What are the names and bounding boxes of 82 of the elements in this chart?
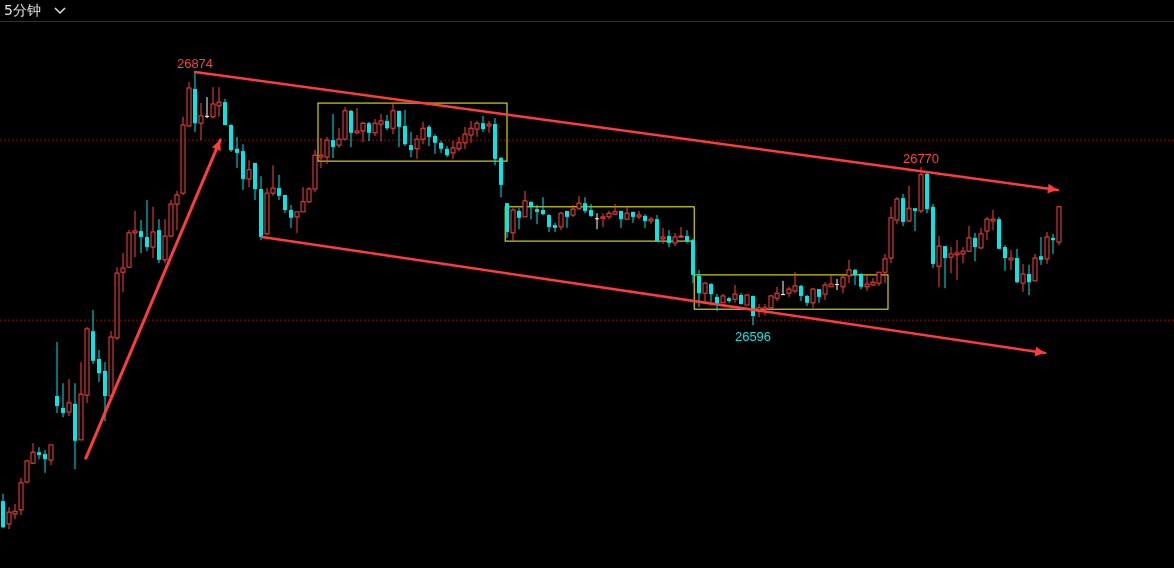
- candlestick: [648, 216, 654, 225]
- candlestick: [781, 280, 785, 296]
- candlestick: [853, 268, 857, 286]
- candlestick: [66, 378, 72, 417]
- candlestick: [43, 449, 47, 474]
- candlestick: [589, 203, 593, 218]
- candlestick: [655, 214, 659, 243]
- candlestick: [427, 124, 431, 147]
- candlestick: [583, 196, 587, 214]
- candlestick: [145, 199, 149, 252]
- candlestick: [936, 235, 942, 288]
- candlestick: [619, 210, 623, 229]
- candlestick: [943, 245, 947, 289]
- annotation: 26596: [734, 329, 772, 345]
- candlestick: [349, 109, 353, 148]
- candlestick: [553, 222, 557, 233]
- candlestick: [529, 201, 533, 220]
- candlestick: [541, 196, 545, 216]
- candlestick: [205, 96, 209, 119]
- candlestick: [522, 190, 528, 218]
- candlestick: [667, 229, 671, 248]
- candlestick: [840, 274, 846, 294]
- candlestick: [732, 284, 738, 304]
- candlestick: [1027, 264, 1031, 296]
- candlestick: [445, 145, 449, 158]
- candlestick: [697, 269, 701, 308]
- candlestick: [1020, 263, 1026, 293]
- annotation: 26770: [902, 151, 940, 167]
- candlestick: [97, 349, 101, 383]
- candlestick: [846, 259, 852, 284]
- candlestick: [1044, 231, 1050, 265]
- candlestick: [624, 206, 630, 221]
- candlestick: [486, 120, 492, 134]
- candlestick: [409, 131, 413, 158]
- candlestick: [37, 446, 41, 460]
- candlestick: [1003, 244, 1007, 272]
- candlestick: [1008, 249, 1014, 271]
- candlestick: [906, 185, 912, 223]
- candlestick: [55, 341, 59, 414]
- candlestick: [709, 282, 713, 303]
- candlestick: [535, 204, 539, 225]
- candlestick: [565, 210, 569, 229]
- candlestick: [810, 287, 816, 309]
- candlestick: [390, 101, 396, 135]
- candlestick: [510, 207, 516, 242]
- candlestick: [235, 136, 239, 169]
- candlestick: [978, 227, 984, 250]
- chart-title: 5分钟: [4, 2, 41, 18]
- candlestick: [636, 210, 642, 220]
- candlestick: [1039, 236, 1043, 266]
- candlestick: [973, 232, 977, 262]
- candlestick: [727, 296, 731, 304]
- candlestick: [660, 227, 666, 245]
- candlestick: [685, 229, 689, 244]
- candlestick: [403, 109, 407, 147]
- candlestick: [631, 211, 635, 224]
- candlestick: [198, 102, 204, 141]
- candlestick: [48, 444, 54, 466]
- candlestick: [367, 121, 371, 142]
- candlestick: [277, 174, 281, 201]
- candlestick: [139, 219, 143, 254]
- candlestick: [439, 140, 443, 154]
- candlestick: [61, 382, 65, 418]
- candlestick: [702, 281, 708, 303]
- annotation: 26874: [176, 56, 214, 71]
- candlestick: [517, 207, 521, 230]
- candlestick: [150, 206, 156, 259]
- candlestick: [595, 212, 599, 230]
- candlestick: [223, 98, 227, 126]
- candlestick: [481, 115, 485, 133]
- candlestick: [331, 113, 335, 159]
- candlestick: [246, 159, 252, 188]
- candlestick: [901, 193, 905, 227]
- candlestick: [433, 133, 437, 155]
- candlestick: [913, 207, 917, 232]
- candlestick: [558, 211, 564, 231]
- candlestick: [397, 110, 401, 148]
- candlestick: [289, 204, 293, 229]
- candlestick: [643, 213, 647, 229]
- candlestick: [1032, 253, 1038, 282]
- candlestick: [835, 278, 839, 291]
- candlestick: [385, 114, 389, 131]
